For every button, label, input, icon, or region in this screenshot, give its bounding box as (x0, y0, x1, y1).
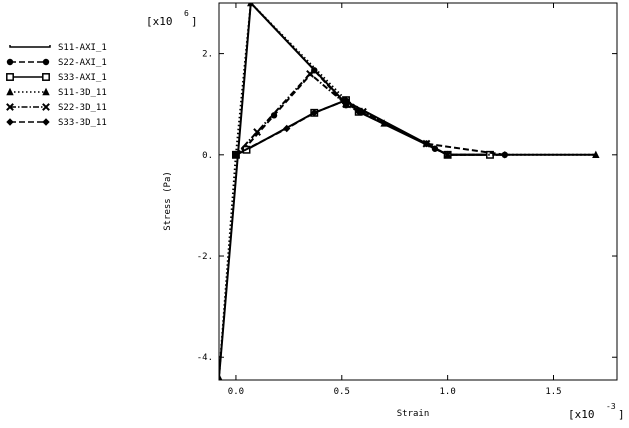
y-axis-label: Stress (Pa) (163, 171, 173, 231)
y-multiplier: [x10 6 ] (146, 9, 198, 28)
data-point (592, 150, 600, 159)
x-multiplier-exponent: -3 (606, 402, 616, 411)
series-s33-3d-11 (232, 96, 509, 159)
data-point (306, 69, 314, 78)
data-point (422, 139, 431, 148)
data-point (310, 109, 318, 117)
legend-marker (42, 103, 50, 111)
plot-frame (218, 2, 618, 381)
legend: S11-AXI_1 S22-AXI_1 S33-AXI_1 S11-3D_11 S22-… (6, 43, 107, 128)
legend-label: S33-3D_11 (58, 118, 107, 128)
data-point (342, 96, 350, 104)
axis-ticks: 0.0 0.5 1.0 1.5 -4. -2. 0. 2. (197, 3, 617, 397)
legend-item: S33-3D_11 (6, 118, 107, 128)
legend-marker (6, 58, 14, 66)
legend-marker (6, 118, 14, 126)
legend-item: S22-3D_11 (6, 103, 107, 113)
y-multiplier-close: ] (191, 15, 198, 28)
y-tick-label: -2. (197, 252, 213, 262)
data-point (283, 124, 291, 133)
x-tick-label: 0.5 (334, 387, 350, 397)
x-multiplier-base: [x10 (568, 408, 595, 421)
x-axis-label: Strain (397, 409, 430, 419)
legend-label: S22-3D_11 (58, 103, 107, 113)
y-tick-label: 0. (202, 151, 213, 161)
data-point (253, 128, 262, 136)
data-point (355, 108, 363, 116)
x-tick-label: 0.0 (228, 387, 244, 397)
data-point (219, 373, 223, 380)
y-tick-label: 2. (202, 50, 213, 60)
legend-label: S11-AXI_1 (58, 43, 107, 53)
x-tick-label: 1.5 (545, 387, 561, 397)
legend-swatch (9, 45, 51, 48)
legend-marker (42, 118, 50, 126)
legend-marker (6, 73, 14, 81)
data-point (270, 112, 278, 119)
legend-label: S22-AXI_1 (58, 58, 107, 68)
data-point (443, 150, 452, 159)
series-layer (219, 3, 600, 380)
legend-marker (6, 103, 14, 111)
x-tick-label: 1.0 (440, 387, 456, 397)
legend-item: S11-3D_11 (6, 87, 107, 98)
legend-marker (6, 87, 14, 96)
legend-item: S22-AXI_1 (6, 58, 107, 68)
legend-marker (42, 73, 50, 81)
y-multiplier-exponent: 6 (184, 9, 189, 18)
data-point (501, 151, 509, 159)
legend-label: S33-AXI_1 (58, 73, 107, 83)
data-point (232, 151, 240, 159)
legend-item: S11-AXI_1 (9, 43, 107, 53)
legend-label: S11-3D_11 (58, 88, 107, 98)
y-multiplier-base: [x10 (146, 15, 173, 28)
data-point (247, 3, 255, 7)
legend-marker (42, 58, 50, 66)
x-multiplier: [x10 -3 ] (568, 402, 625, 421)
x-multiplier-close: ] (618, 408, 625, 421)
y-tick-label: -4. (197, 353, 213, 363)
legend-marker (42, 87, 50, 96)
legend-item: S33-AXI_1 (6, 73, 107, 83)
